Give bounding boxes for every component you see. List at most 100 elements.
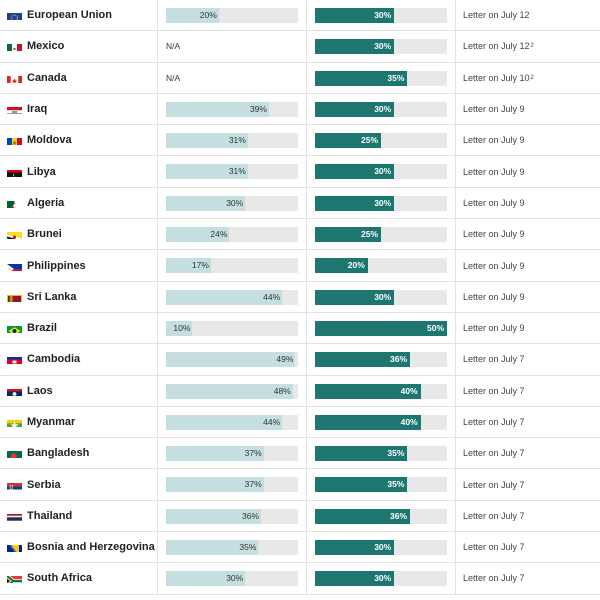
country-cell: Moldova: [7, 125, 72, 155]
new-rate-bar: 25%: [315, 227, 447, 243]
letter-text: Letter on July 9: [463, 166, 525, 177]
letter-date: Letter on July 9: [463, 94, 525, 124]
previous-rate-bar: 37%: [166, 446, 298, 462]
letter-date: Letter on July 7: [463, 376, 525, 406]
previous-rate-fill: [166, 477, 264, 493]
previous-rate-label: 10%: [173, 322, 191, 333]
previous-rate-bar: 49%: [166, 352, 298, 368]
new-rate-fill: [315, 540, 395, 556]
new-rate-fill: [315, 352, 411, 368]
new-rate-fill: [315, 101, 395, 117]
previous-rate-bar: 48%: [166, 383, 298, 399]
table-row: Bangladesh 37% 35% Letter on July 7: [0, 438, 600, 470]
country-name: European Union: [27, 9, 112, 22]
new-rate-bar: 50%: [315, 320, 447, 336]
new-rate-fill: [315, 508, 411, 524]
previous-rate-label: 30%: [226, 197, 244, 208]
table-row: Myanmar 44% 40% Letter on July 7: [0, 407, 600, 439]
canada-flag-icon: [7, 73, 22, 83]
table-row: European Union 20% 30% Letter on July 12: [0, 0, 600, 32]
new-rate-label: 30%: [374, 41, 392, 52]
previous-rate-fill: [166, 508, 262, 524]
new-rate-fill: [315, 289, 395, 305]
letter-date: Letter on July 7: [463, 407, 525, 437]
country-cell: Laos: [7, 376, 53, 406]
country-cell: Algeria: [7, 188, 64, 218]
previous-rate-label: 44%: [263, 416, 281, 427]
new-rate-label: 30%: [374, 291, 392, 302]
previous-rate-label: 37%: [244, 479, 262, 490]
previous-rate-bar: 20%: [166, 8, 298, 23]
previous-rate-na: N/A: [166, 72, 181, 83]
new-rate-label: 30%: [374, 166, 392, 177]
letter-text: Letter on July 9: [463, 323, 525, 334]
previous-rate-label: 17%: [191, 260, 209, 271]
previous-rate-fill: [166, 414, 283, 430]
new-rate-bar: 36%: [315, 508, 447, 524]
footnote-marker: 2: [530, 74, 534, 81]
previous-rate-label: 24%: [210, 229, 228, 240]
previous-rate-fill: [166, 227, 230, 243]
column-divider: [306, 0, 307, 595]
country-cell: Philippines: [7, 250, 86, 280]
previous-rate-fill: [166, 320, 193, 336]
previous-rate-bar: 44%: [166, 414, 298, 430]
country-name: Brunei: [27, 228, 62, 241]
previous-rate-fill: [166, 446, 264, 462]
table-row: Brazil 10% 50% Letter on July 9: [0, 313, 600, 345]
column-divider: [455, 0, 456, 595]
new-rate-bar: 40%: [315, 414, 447, 430]
country-name: Libya: [27, 165, 56, 178]
letter-date: Letter on July 9: [463, 250, 525, 280]
table-row: South Africa 30% 30% Letter on July 7: [0, 563, 600, 595]
previous-rate-fill: [166, 571, 246, 587]
philippines-flag-icon: [7, 261, 22, 271]
new-rate-fill: [315, 195, 395, 211]
mexico-flag-icon: [7, 41, 22, 52]
table-row: Cambodia 49% 36% Letter on July 7: [0, 344, 600, 376]
new-rate-bar: 35%: [315, 477, 447, 493]
letter-text: Letter on July 12: [463, 41, 530, 52]
new-rate-bar: 40%: [315, 383, 447, 399]
country-name: Bangladesh: [27, 447, 90, 460]
new-rate-fill: [315, 227, 381, 243]
previous-rate-label: 35%: [239, 542, 257, 553]
new-rate-bar: 30%: [315, 39, 447, 55]
moldova-flag-icon: [7, 135, 22, 146]
letter-date: Letter on July 7: [463, 438, 525, 468]
previous-rate-na: N/A: [166, 41, 181, 52]
new-rate-fill: [315, 258, 368, 274]
new-rate-label: 25%: [360, 135, 378, 146]
table-row: Mexico N/A 30% Letter on July 12 2: [0, 31, 600, 63]
letter-text: Letter on July 9: [463, 260, 525, 271]
letter-text: Letter on July 7: [463, 385, 525, 396]
country-cell: Cambodia: [7, 344, 80, 374]
country-cell: European Union: [7, 0, 112, 30]
letter-date: Letter on July 7: [463, 344, 525, 374]
table-row: Moldova 31% 25% Letter on July 9: [0, 125, 600, 157]
letter-text: Letter on July 7: [463, 510, 525, 521]
new-rate-bar: 25%: [315, 133, 447, 149]
table-row: Iraq 39% 30% Letter on July 9: [0, 94, 600, 126]
new-rate-label: 36%: [390, 510, 408, 521]
country-cell: Canada: [7, 63, 67, 93]
new-rate-label: 30%: [374, 103, 392, 114]
new-rate-bar: 30%: [315, 571, 447, 587]
brazil-flag-icon: [7, 323, 22, 334]
previous-rate-bar: 31%: [166, 133, 298, 149]
country-name: Sri Lanka: [27, 290, 77, 303]
new-rate-label: 25%: [360, 229, 378, 240]
new-rate-fill: [315, 320, 447, 336]
previous-rate-bar: 17%: [166, 258, 298, 274]
previous-rate-label: 49%: [276, 354, 294, 365]
letter-date: Letter on July 7: [463, 563, 525, 593]
country-name: Philippines: [27, 259, 86, 272]
country-name: Moldova: [27, 134, 72, 147]
letter-text: Letter on July 7: [463, 417, 525, 427]
new-rate-bar: 35%: [315, 446, 447, 462]
letter-date: Letter on July 7: [463, 501, 525, 531]
letter-text: Letter on July 12: [463, 10, 530, 21]
table-row: Philippines 17% 20% Letter on July 9: [0, 250, 600, 282]
table-row: Algeria 30% 30% Letter on July 9: [0, 188, 600, 220]
new-rate-label: 30%: [374, 573, 392, 584]
